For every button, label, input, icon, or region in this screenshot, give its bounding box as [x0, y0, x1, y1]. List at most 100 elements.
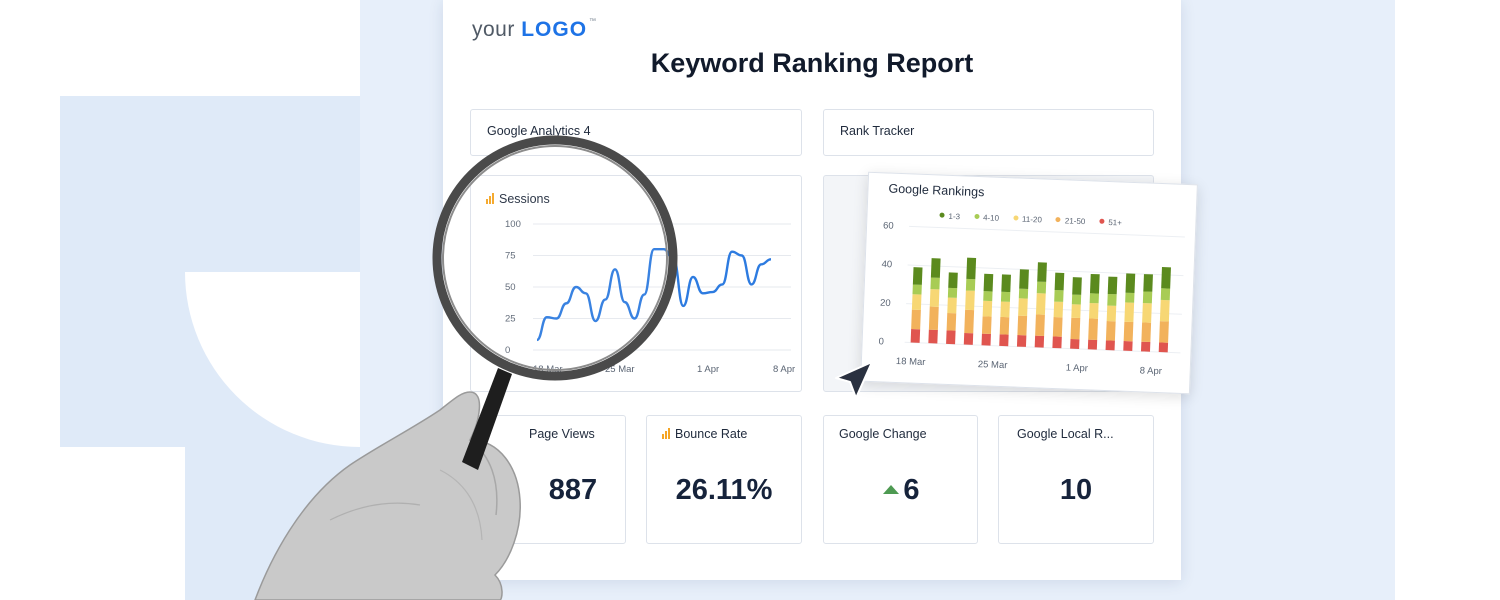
section-header-analytics[interactable]: Google Analytics 4 [470, 109, 802, 156]
bar-segment [928, 329, 938, 344]
bar-segment [1070, 338, 1080, 349]
bounce-rate-label: Bounce Rate [675, 427, 748, 441]
section-label-rank-tracker: Rank Tracker [840, 124, 915, 138]
bar-segment [1105, 340, 1115, 351]
sessions-series-line [536, 248, 772, 342]
bar-segment [1054, 272, 1065, 291]
bar-segment [964, 309, 975, 334]
x-tick-label: 8 Apr [1139, 365, 1162, 377]
gridline [909, 225, 1185, 238]
bar-segment [1106, 305, 1117, 322]
cursor-arrow-icon [835, 361, 873, 399]
bar-segment [946, 312, 957, 331]
bar-segment [1071, 304, 1081, 319]
bar-segment [965, 278, 976, 291]
bar-segment [930, 277, 940, 290]
bar-segment [1054, 289, 1064, 302]
bar-segment [1160, 288, 1171, 301]
triangle-up-icon [883, 485, 900, 494]
bar-segment [1000, 301, 1010, 318]
bar-segment [1124, 302, 1135, 323]
bar-segment [1053, 301, 1064, 318]
x-tick-label: 1 Apr [1066, 362, 1089, 374]
logo-prefix: your [472, 18, 515, 41]
bar-segment [1107, 276, 1118, 295]
bar-segment [1087, 339, 1098, 350]
bar-segment [948, 272, 958, 289]
y-tick-label: 0 [878, 336, 884, 347]
bar-segment [1017, 315, 1028, 336]
bar-segment [1018, 298, 1028, 317]
x-tick-label: 18 Mar [533, 364, 563, 375]
bar-segment [1070, 317, 1081, 340]
google-local-card[interactable]: Google Local R... 10 [998, 415, 1154, 544]
sessions-card[interactable]: Sessions 100 75 50 25 0 18 Mar 25 Mar 1 Apr 8 Ap… [470, 175, 802, 392]
bar-segment [1034, 335, 1045, 348]
bar-segment [930, 258, 941, 278]
y-tick-label: 20 [880, 298, 891, 309]
bar-segment [1089, 273, 1100, 294]
bar-segment [1140, 341, 1151, 352]
bar-segment [912, 284, 922, 295]
y-tick-label: 25 [505, 314, 516, 325]
bar-segment [1088, 318, 1099, 340]
bar-segment [1143, 274, 1153, 292]
y-tick-label: 60 [883, 220, 894, 231]
bar-segment [963, 332, 974, 345]
bar-segment [1001, 274, 1011, 293]
x-tick-label: 25 Mar [978, 359, 1008, 371]
bar-chart-icon [662, 428, 671, 442]
bar-segment [1123, 341, 1133, 352]
bar-segment [1142, 291, 1153, 304]
bar-segment [1000, 291, 1011, 302]
bar-segment [1158, 342, 1169, 353]
bar-segment [1159, 321, 1169, 343]
x-tick-label: 1 Apr [697, 364, 719, 375]
bar-segment [946, 330, 956, 345]
bar-segment [1037, 262, 1047, 282]
rankings-bar-chart: 60 40 20 0 18 Mar 25 Mar 1 Apr 8 Apr [878, 220, 1185, 377]
google-change-card[interactable]: Google Change 6 [823, 415, 978, 544]
bar-segment [1036, 281, 1047, 294]
google-change-value-row: 6 [824, 474, 977, 507]
bar-segment [999, 316, 1010, 335]
google-local-value: 10 [1059, 474, 1093, 506]
bar-segment [1035, 314, 1045, 337]
bar-segment [1141, 322, 1152, 343]
bar-segment [1019, 269, 1029, 289]
bar-segment [1105, 321, 1116, 341]
bar-segment [947, 287, 958, 298]
bar-segment [1035, 293, 1046, 315]
bar-segment [910, 328, 921, 343]
bar-segment [1161, 267, 1171, 289]
bar-segment [1072, 277, 1082, 295]
section-header-rank-tracker[interactable]: Rank Tracker [823, 109, 1154, 156]
bar-segment [965, 290, 975, 311]
bounce-rate-card[interactable]: Bounce Rate 26.11% [646, 415, 802, 544]
bar-segment [929, 289, 940, 307]
page-views-value: 887 [548, 474, 598, 506]
bar-segment [912, 267, 923, 285]
x-tick-label: 8 Apr [773, 364, 795, 375]
bar-segment [911, 309, 921, 330]
y-tick-label: 75 [505, 251, 516, 262]
bar-segment [947, 297, 957, 314]
bar-segment [981, 333, 991, 346]
bar-segment [1089, 302, 1099, 319]
bar-segment [1125, 292, 1135, 303]
bar-segment [982, 300, 993, 317]
bounce-rate-title: Bounce Rate [662, 427, 747, 442]
page-views-card[interactable]: Page Views 887 [470, 415, 626, 544]
bar-segment [1125, 273, 1136, 294]
y-tick-label: 0 [505, 345, 510, 356]
section-label-analytics: Google Analytics 4 [487, 124, 591, 138]
bounce-rate-value: 26.11% [675, 474, 773, 506]
y-tick-label: 100 [505, 219, 521, 230]
x-tick-label: 25 Mar [605, 364, 635, 375]
x-tick-label: 18 Mar [896, 356, 926, 368]
bar-segment [1123, 321, 1134, 342]
report-title: Keyword Ranking Report [650, 48, 974, 78]
y-tick-label: 40 [881, 259, 892, 270]
google-rankings-card[interactable]: Google Rankings 1-3 4-10 11-20 21-50 51+ 60 4… [860, 171, 1198, 395]
logo-trademark: ™ [589, 18, 597, 25]
